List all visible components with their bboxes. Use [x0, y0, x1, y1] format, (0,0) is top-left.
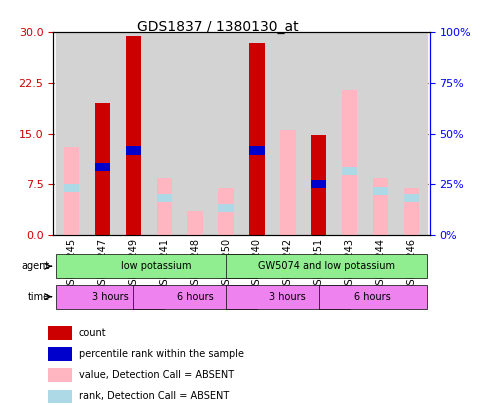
Bar — [156, 177, 172, 235]
Bar — [187, 211, 203, 235]
Bar — [64, 183, 79, 192]
Bar — [64, 147, 79, 235]
Bar — [187, 211, 203, 235]
FancyBboxPatch shape — [319, 285, 427, 309]
Text: low potassium: low potassium — [121, 261, 192, 271]
Text: percentile rank within the sample: percentile rank within the sample — [79, 349, 243, 359]
Text: 3 hours: 3 hours — [270, 292, 306, 302]
Bar — [156, 194, 172, 202]
Bar — [334, 32, 365, 235]
Bar — [95, 163, 110, 171]
Bar — [95, 103, 110, 235]
Bar — [47, 369, 72, 382]
Text: 3 hours: 3 hours — [92, 292, 128, 302]
Bar — [342, 167, 357, 175]
Bar — [118, 32, 149, 235]
Bar — [342, 90, 357, 235]
Bar — [180, 32, 211, 235]
Bar — [404, 194, 419, 202]
Bar — [218, 188, 234, 235]
Bar — [280, 130, 296, 235]
Bar — [211, 32, 242, 235]
Bar — [272, 32, 303, 235]
FancyBboxPatch shape — [226, 285, 350, 309]
Text: GW5074 and low potassium: GW5074 and low potassium — [258, 261, 395, 271]
Bar — [249, 147, 265, 155]
Bar — [126, 36, 141, 235]
Bar — [87, 32, 118, 235]
Bar — [404, 188, 419, 235]
Text: 6 hours: 6 hours — [355, 292, 391, 302]
Bar — [149, 32, 180, 235]
Bar — [47, 326, 72, 339]
Bar — [311, 180, 327, 188]
Bar — [218, 188, 234, 235]
Text: GDS1837 / 1380130_at: GDS1837 / 1380130_at — [137, 20, 298, 34]
Bar — [56, 32, 87, 235]
Bar — [47, 390, 72, 403]
Bar — [218, 204, 234, 212]
Bar — [156, 177, 172, 235]
Bar — [156, 194, 172, 202]
Text: time: time — [28, 292, 50, 302]
Bar — [126, 147, 141, 155]
Bar — [303, 32, 334, 235]
Bar — [311, 135, 327, 235]
Bar — [249, 147, 265, 155]
Bar — [342, 90, 357, 235]
Bar — [373, 187, 388, 195]
Bar — [311, 180, 327, 188]
Bar — [64, 147, 79, 235]
Text: 6 hours: 6 hours — [177, 292, 213, 302]
Bar — [218, 204, 234, 212]
Bar — [95, 163, 110, 171]
FancyBboxPatch shape — [56, 285, 164, 309]
Bar — [373, 187, 388, 195]
Bar — [280, 130, 296, 235]
Bar — [373, 177, 388, 235]
FancyBboxPatch shape — [133, 285, 257, 309]
Bar — [396, 32, 427, 235]
Bar — [311, 135, 327, 235]
Bar — [404, 194, 419, 202]
Bar — [373, 177, 388, 235]
Bar — [126, 147, 141, 155]
Bar — [249, 43, 265, 235]
Bar — [47, 347, 72, 361]
Bar — [404, 188, 419, 235]
Text: rank, Detection Call = ABSENT: rank, Detection Call = ABSENT — [79, 392, 229, 401]
Bar — [249, 43, 265, 235]
Bar — [95, 103, 110, 235]
Text: agent: agent — [22, 261, 50, 271]
Text: count: count — [79, 328, 106, 338]
Text: value, Detection Call = ABSENT: value, Detection Call = ABSENT — [79, 370, 234, 380]
FancyBboxPatch shape — [226, 254, 427, 278]
Bar — [342, 167, 357, 175]
Bar — [64, 183, 79, 192]
Bar — [242, 32, 272, 235]
Bar — [126, 36, 141, 235]
Bar — [365, 32, 396, 235]
FancyBboxPatch shape — [56, 254, 257, 278]
